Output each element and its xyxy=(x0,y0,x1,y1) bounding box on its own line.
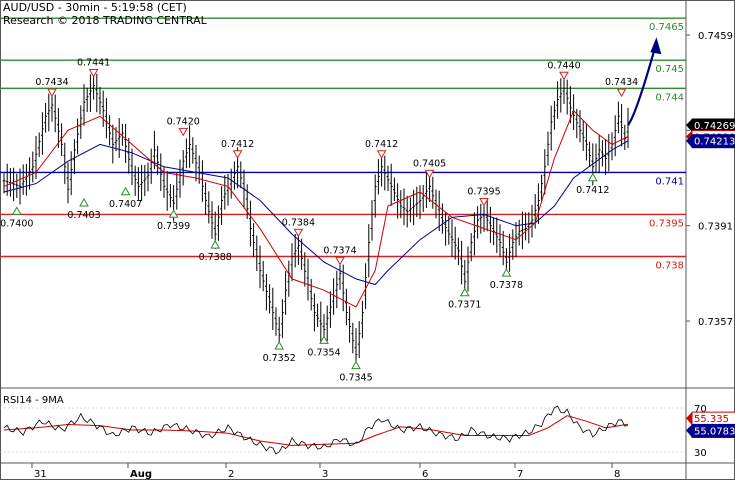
chart-title: AUD/USD - 30min - 5:19:58 (CET) xyxy=(3,1,187,14)
level-label: 0.745 xyxy=(655,64,684,75)
swing-high-marker xyxy=(335,256,345,266)
swing-low-marker xyxy=(459,287,470,297)
rsi-tag-pointer xyxy=(686,424,692,438)
rsi-tag-label: 55.0783 xyxy=(694,426,735,437)
x-axis-tick-label: 3 xyxy=(322,469,328,480)
x-axis-tick-label: Aug xyxy=(130,469,152,480)
rsi-axis-tick-label: 30 xyxy=(694,448,707,459)
price-tag-pointer xyxy=(686,134,692,148)
swing-low-marker xyxy=(79,198,89,207)
swing-low-marker xyxy=(587,172,598,182)
swing-low-marker xyxy=(351,360,361,370)
swing-high-marker xyxy=(88,68,99,78)
rsi-axis-tick-label: 70 xyxy=(694,404,707,415)
level-label: 0.741 xyxy=(655,176,684,187)
level-label: 0.744 xyxy=(655,92,684,103)
x-axis-tick-label: 2 xyxy=(228,469,234,480)
swing-low-label: 0.7388 xyxy=(199,252,232,263)
ma-slow-line xyxy=(3,140,629,286)
swing-low-marker xyxy=(120,186,131,196)
rsi-title: RSI14 - 9MA xyxy=(3,395,64,406)
swing-high-label: 0.7440 xyxy=(547,60,580,71)
x-axis-tick-label: 31 xyxy=(34,469,47,480)
swing-low-marker xyxy=(210,240,221,249)
level-label: 0.738 xyxy=(655,261,684,272)
swing-low-marker xyxy=(168,209,179,218)
swing-high-label: 0.7395 xyxy=(467,186,500,197)
swing-low-marker xyxy=(319,335,329,344)
swing-high-marker xyxy=(47,88,57,98)
ma-fast-line xyxy=(3,109,629,308)
swing-high-label: 0.7441 xyxy=(77,57,110,68)
swing-high-label: 0.7412 xyxy=(365,139,398,150)
swing-high-label: 0.7405 xyxy=(413,158,446,169)
level-label: 0.7395 xyxy=(649,218,684,229)
swing-high-marker xyxy=(376,150,387,159)
swing-high-marker xyxy=(232,150,243,159)
price-axis-tick-label: 0.7459 xyxy=(698,31,733,42)
rsi-plot: RSI14 - 9MA xyxy=(0,395,686,455)
swing-low-label: 0.7378 xyxy=(490,280,523,291)
swing-high-label: 0.7412 xyxy=(221,139,254,150)
price-tag-label: 0.74213 xyxy=(694,137,735,148)
price-plot: 0.7465 0.745 0.744 0.741 0.7395 0.738 0.7434 0.… xyxy=(0,17,686,384)
x-axis-tick-label: 8 xyxy=(614,469,620,480)
rsi-tag-pointer xyxy=(686,412,692,426)
swing-high-marker xyxy=(616,88,627,98)
swing-high-label: 0.7374 xyxy=(323,245,356,256)
swing-high-marker xyxy=(178,127,189,137)
swing-high-label: 0.7434 xyxy=(605,77,638,88)
swing-low-label: 0.7407 xyxy=(109,199,142,210)
swing-low-label: 0.7371 xyxy=(448,300,481,311)
swing-high-label: 0.7434 xyxy=(35,77,68,88)
swing-low-marker xyxy=(274,341,285,350)
swing-low-marker xyxy=(501,268,512,277)
swing-low-label: 0.7352 xyxy=(263,353,296,364)
price-axis-tick-label: 0.7391 xyxy=(698,222,733,233)
axes: 0.74590.74250.73910.73570.742690.742280.… xyxy=(31,31,735,480)
swing-high-marker xyxy=(479,197,489,207)
projection-arrow-head xyxy=(650,37,662,55)
x-axis-tick-label: 6 xyxy=(422,469,428,480)
rsi-line xyxy=(3,405,629,455)
swing-low-label: 0.7399 xyxy=(157,221,190,232)
swing-low-marker xyxy=(11,206,22,215)
swing-high-marker xyxy=(293,228,304,238)
copyright-notice: Research © 2018 TRADING CENTRAL xyxy=(3,14,207,27)
swing-low-label: 0.7345 xyxy=(339,373,372,384)
swing-high-marker xyxy=(424,169,435,179)
swing-low-label: 0.7354 xyxy=(307,347,340,358)
swing-high-label: 0.7420 xyxy=(167,116,200,127)
swing-low-label: 0.7403 xyxy=(67,210,100,221)
level-label: 0.7465 xyxy=(649,22,684,33)
swing-high-marker xyxy=(559,71,569,81)
rsi-tag-label: 55.335 xyxy=(694,414,729,425)
price-tag-pointer xyxy=(686,119,692,133)
swing-high-label: 0.7384 xyxy=(282,217,315,228)
price-axis-tick-label: 0.7357 xyxy=(698,317,733,328)
projection-arrow xyxy=(627,45,657,126)
rsi-ma-line xyxy=(3,415,629,446)
swing-low-label: 0.7400 xyxy=(0,218,33,229)
price-tag-label: 0.74269 xyxy=(694,121,735,132)
swing-low-label: 0.7412 xyxy=(576,185,609,196)
x-axis-tick-label: 7 xyxy=(517,469,523,480)
